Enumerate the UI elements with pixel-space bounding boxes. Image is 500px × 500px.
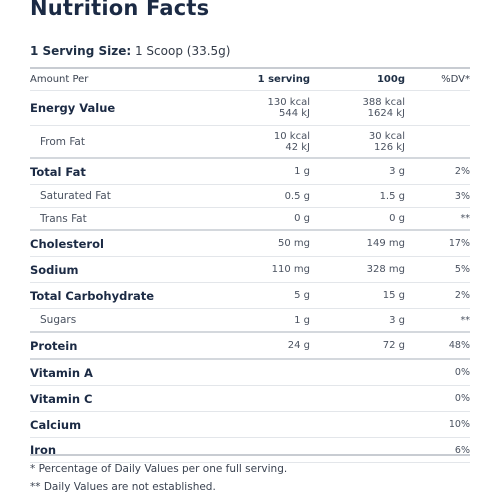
table-row-total-carbohydrate: Total Carbohydrate 5 g 15 g 2% xyxy=(30,282,470,309)
serving-value: 50 mg xyxy=(240,230,310,257)
nutrient-name: Cholesterol xyxy=(30,230,240,257)
table-row-sodium: Sodium 110 mg 328 mg 5% xyxy=(30,256,470,283)
serving-value: 0.5 g xyxy=(240,184,310,208)
column-header-dv: %DV* xyxy=(405,69,470,91)
table-row-vitamin-c: Vitamin C 0% xyxy=(30,385,470,412)
nutrient-name: Vitamin C xyxy=(30,385,240,412)
per100-kj: 1624 kJ xyxy=(367,108,405,119)
serving-value xyxy=(240,385,310,412)
per100-value: 328 mg xyxy=(310,256,405,283)
dv-value: 0% xyxy=(405,359,470,386)
per100-value: 1.5 g xyxy=(310,184,405,208)
per100-kcal: 388 kcal xyxy=(362,97,405,108)
per100-value xyxy=(310,437,405,463)
nutrient-name: Total Carbohydrate xyxy=(30,282,240,309)
dv-value xyxy=(405,125,470,159)
serving-size: 1 Serving Size: 1 Scoop (33.5g) xyxy=(30,44,230,58)
footnote-daily-values: * Percentage of Daily Values per one ful… xyxy=(30,463,288,475)
dv-value: 6% xyxy=(405,437,470,463)
serving-size-label: 1 Serving Size: xyxy=(30,44,132,58)
table-row-energy-value: Energy Value 130 kcal 544 kJ 388 kcal 16… xyxy=(30,90,470,126)
nutrient-name: Sodium xyxy=(30,256,240,283)
per100-value: 15 g xyxy=(310,282,405,309)
nutrient-name: Calcium xyxy=(30,411,240,438)
footnote-not-established: ** Daily Values are not established. xyxy=(30,481,216,493)
serving-value xyxy=(240,411,310,438)
per100-value: 3 g xyxy=(310,308,405,333)
per100-value: 0 g xyxy=(310,207,405,231)
dv-value: ** xyxy=(405,308,470,333)
per100-value: 3 g xyxy=(310,158,405,185)
dv-value: 2% xyxy=(405,282,470,309)
per100-kcal: 30 kcal xyxy=(368,130,405,142)
dv-value xyxy=(405,90,470,126)
table-row-vitamin-a: Vitamin A 0% xyxy=(30,359,470,386)
dv-value: 10% xyxy=(405,411,470,438)
nutrient-name: Iron xyxy=(30,437,240,463)
nutrient-name: Vitamin A xyxy=(30,359,240,386)
per100-value: 149 mg xyxy=(310,230,405,257)
per100-kj: 126 kJ xyxy=(373,141,405,153)
per100-value xyxy=(310,359,405,386)
serving-value: 0 g xyxy=(240,207,310,231)
nutrient-name: Protein xyxy=(30,332,240,360)
serving-value: 1 g xyxy=(240,308,310,333)
serving-kj: 544 kJ xyxy=(278,108,310,119)
dv-value: 2% xyxy=(405,158,470,185)
dv-value: ** xyxy=(405,207,470,231)
serving-kj: 42 kJ xyxy=(285,141,310,153)
serving-value: 10 kcal 42 kJ xyxy=(240,125,310,159)
serving-value: 110 mg xyxy=(240,256,310,283)
dv-value: 0% xyxy=(405,385,470,412)
nutrient-name: Trans Fat xyxy=(30,207,240,231)
nutrition-table: Amount Per 1 serving 100g %DV* Energy Va… xyxy=(30,69,470,463)
bottom-divider xyxy=(30,454,470,456)
serving-value: 130 kcal 544 kJ xyxy=(240,90,310,126)
table-row-cholesterol: Cholesterol 50 mg 149 mg 17% xyxy=(30,230,470,257)
per100-value: 30 kcal 126 kJ xyxy=(310,125,405,159)
table-row-from-fat: From Fat 10 kcal 42 kJ 30 kcal 126 kJ xyxy=(30,125,470,159)
per100-value: 388 kcal 1624 kJ xyxy=(310,90,405,126)
table-row-iron: Iron 6% xyxy=(30,437,470,463)
table-row-protein: Protein 24 g 72 g 48% xyxy=(30,332,470,360)
per100-value xyxy=(310,411,405,438)
per100-value xyxy=(310,385,405,412)
serving-size-value: 1 Scoop (33.5g) xyxy=(134,44,231,58)
column-header-100g: 100g xyxy=(310,69,405,91)
dv-value: 48% xyxy=(405,332,470,360)
serving-value: 1 g xyxy=(240,158,310,185)
nutrient-name: Energy Value xyxy=(30,90,240,126)
column-header-serving: 1 serving xyxy=(240,69,310,91)
table-row-calcium: Calcium 10% xyxy=(30,411,470,438)
per100-value: 72 g xyxy=(310,332,405,360)
page-title: Nutrition Facts xyxy=(30,0,210,20)
serving-kcal: 10 kcal xyxy=(273,130,310,142)
nutrient-name: Total Fat xyxy=(30,158,240,185)
column-header-amount: Amount Per xyxy=(30,69,240,91)
dv-value: 5% xyxy=(405,256,470,283)
table-row-saturated-fat: Saturated Fat 0.5 g 1.5 g 3% xyxy=(30,184,470,208)
dv-value: 3% xyxy=(405,184,470,208)
table-header: Amount Per 1 serving 100g %DV* xyxy=(30,69,470,91)
serving-value: 24 g xyxy=(240,332,310,360)
nutrient-name: Sugars xyxy=(30,308,240,333)
serving-value xyxy=(240,359,310,386)
serving-kcal: 130 kcal xyxy=(267,97,310,108)
dv-value: 17% xyxy=(405,230,470,257)
serving-value: 5 g xyxy=(240,282,310,309)
serving-value xyxy=(240,437,310,463)
nutrient-name: Saturated Fat xyxy=(30,184,240,208)
top-divider xyxy=(30,67,470,69)
nutrient-name: From Fat xyxy=(30,125,240,159)
